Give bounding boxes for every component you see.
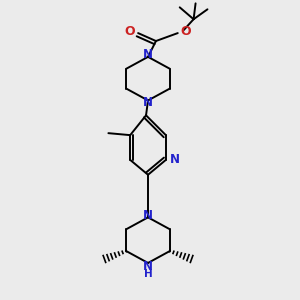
Text: N: N [143, 48, 153, 62]
Text: N: N [143, 209, 153, 222]
Text: O: O [125, 25, 136, 38]
Text: H: H [144, 269, 152, 279]
Text: N: N [143, 260, 153, 273]
Text: N: N [170, 153, 180, 167]
Text: O: O [180, 25, 191, 38]
Text: N: N [143, 96, 153, 109]
